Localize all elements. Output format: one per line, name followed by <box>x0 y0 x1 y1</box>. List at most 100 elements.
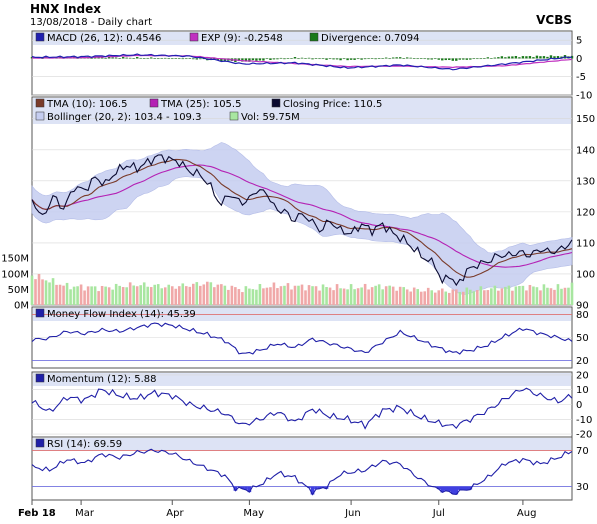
volume-bar <box>118 285 121 305</box>
volume-bar <box>395 290 398 305</box>
volume-bar <box>542 284 546 305</box>
volume-bar <box>139 285 143 305</box>
price-tick-5: 100 <box>576 269 595 280</box>
divergence-bar <box>521 56 525 59</box>
volume-bar <box>251 289 255 305</box>
divergence-bar <box>248 58 251 62</box>
price-legend-boll-label: Bollinger (20, 2): 103.4 - 109.3 <box>47 112 201 123</box>
divergence-bar <box>356 58 360 60</box>
divergence-bar <box>157 58 160 60</box>
chart-subtitle: 13/08/2018 - Daily chart <box>30 17 152 28</box>
volume-bar <box>384 286 388 305</box>
momentum-tick-0: 20 <box>576 370 589 381</box>
volume-bar <box>511 290 514 305</box>
mfi-tick-2: 20 <box>576 356 589 367</box>
volume-bar <box>546 287 549 305</box>
mfi-tick-0: 80 <box>576 310 589 321</box>
divergence-bar <box>367 58 370 60</box>
price-legend-close-swatch <box>271 98 281 108</box>
divergence-bar <box>265 58 269 60</box>
price-legend-vol-swatch <box>229 111 239 121</box>
price-tick-2: 130 <box>576 176 595 187</box>
macd-panel-legend-bg <box>33 32 571 45</box>
momentum-panel-legend-bg <box>33 373 571 386</box>
volume-bar <box>483 290 486 305</box>
mfi-panel: 80 50 20 Money Flow Index (14): 45.39 <box>31 306 589 369</box>
volume-bar <box>440 288 444 305</box>
divergence-bar <box>556 56 560 59</box>
volume-bar <box>402 287 405 305</box>
divergence-bar <box>100 57 104 59</box>
price-legend-tma10-label: TMA (10): 106.5 <box>46 99 127 110</box>
volume-bar <box>167 284 171 305</box>
volume-bar <box>276 288 279 305</box>
volume-bar <box>209 282 213 305</box>
volume-tick-2: 50M <box>8 285 29 296</box>
divergence-bar <box>511 56 514 59</box>
volume-bar <box>381 289 384 305</box>
volume-bar <box>465 287 469 305</box>
volume-bar <box>128 282 132 305</box>
volume-bar <box>297 285 300 305</box>
volume-bar <box>504 286 507 305</box>
divergence-bar <box>192 58 195 60</box>
divergence-bar <box>202 58 206 60</box>
rsi-fill-bar <box>457 486 462 490</box>
divergence-bar <box>423 58 426 60</box>
volume-bar <box>286 283 290 305</box>
volume-bar <box>234 287 237 305</box>
volume-bar <box>41 279 44 305</box>
rsi-tick-0: 70 <box>576 446 589 457</box>
divergence-bar <box>469 58 472 60</box>
price-legend-tma10-swatch <box>35 98 45 108</box>
price-tick-0: 150 <box>576 114 595 125</box>
divergence-bar <box>269 58 272 60</box>
divergence-bar <box>325 58 328 60</box>
volume-bar <box>549 288 553 305</box>
volume-bar <box>311 286 314 305</box>
rsi-fill-bar <box>461 486 466 491</box>
divergence-bar <box>125 57 128 59</box>
rsi-fill-bar <box>247 486 252 493</box>
volume-bar <box>318 290 321 305</box>
volume-bar <box>500 288 504 305</box>
divergence-bar <box>342 58 346 60</box>
price-legend-boll-swatch <box>35 111 45 121</box>
divergence-bar <box>374 58 377 60</box>
rsi-fill-bar <box>310 486 315 495</box>
price-tick-3: 120 <box>576 207 595 218</box>
divergence-bar <box>441 58 444 61</box>
momentum-tick-2: 0 <box>576 400 582 411</box>
macd-panel: 5 0 -5 -10 MACD (26, 12): 0.4546 EXP (9): -0.… <box>30 30 592 102</box>
volume-bar <box>447 292 451 305</box>
volume-bar <box>426 287 430 305</box>
rsi-fill-bar <box>440 486 445 493</box>
momentum-tick-4: -20 <box>576 430 592 441</box>
volume-bar <box>356 288 360 305</box>
volume-bar <box>114 283 118 305</box>
volume-bar <box>374 285 377 305</box>
divergence-bar <box>388 58 391 60</box>
tma25-line <box>31 164 573 268</box>
volume-bar <box>486 290 490 305</box>
rsi-line <box>31 448 573 496</box>
volume-bar <box>104 286 107 305</box>
divergence-bar <box>560 56 563 59</box>
volume-bar <box>556 284 560 305</box>
volume-bar <box>521 285 525 305</box>
macd-legend-exp-label: EXP (9): -0.2548 <box>201 33 283 44</box>
volume-bar <box>149 287 153 305</box>
divergence-bar <box>458 58 461 60</box>
divergence-bar <box>395 57 398 59</box>
divergence-bar <box>402 58 405 59</box>
volume-bar <box>391 286 395 305</box>
volume-bar <box>472 291 476 305</box>
volume-bar <box>237 289 241 305</box>
divergence-bar <box>546 56 549 59</box>
rsi-fill-bar <box>468 486 473 490</box>
tma10-line <box>31 158 573 278</box>
divergence-bar <box>171 58 174 60</box>
volume-bar <box>525 290 528 305</box>
volume-bar <box>528 284 532 305</box>
volume-bar <box>497 290 500 305</box>
